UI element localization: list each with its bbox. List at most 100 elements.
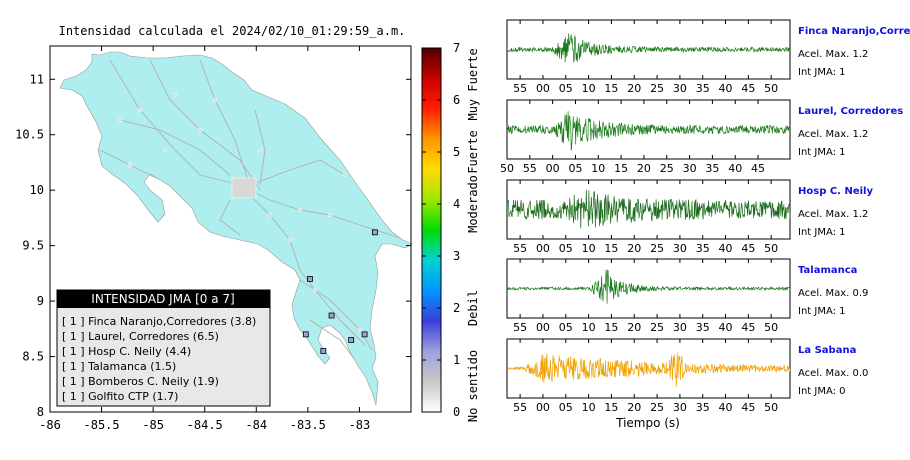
time-tick-label: 30 — [683, 162, 697, 175]
max-acceleration: Acel. Max. 1.2 — [798, 209, 868, 220]
station-marker — [307, 276, 313, 282]
station-name: Laurel, Corredores — [798, 106, 903, 117]
time-tick-label: 20 — [637, 162, 651, 175]
time-tick-label: 25 — [650, 321, 664, 334]
colorbar-tick-label: 1 — [453, 353, 460, 367]
legend-item: [ 1 ] Bomberos C. Neily (1.9) — [62, 375, 219, 388]
station-marker — [348, 337, 355, 343]
station-marker — [302, 331, 309, 338]
time-tick-label: 55 — [513, 321, 527, 334]
time-tick-label: 10 — [582, 401, 596, 414]
seismogram-trace: 50 55 00 05 10 15 20 25 30 35 40 45 Laurel, Corredor… — [500, 99, 903, 175]
map-x-tick-label: -84.5 — [187, 418, 223, 432]
time-tick-label: 15 — [604, 321, 618, 334]
legend-item: [ 1 ] Finca Naranjo,Corredores (3.8) — [62, 315, 256, 328]
time-tick-label: 10 — [582, 321, 596, 334]
station-marker — [328, 312, 335, 319]
waveform — [506, 189, 791, 229]
station-name: La Sabana — [798, 345, 856, 356]
time-tick-label: 15 — [604, 82, 618, 95]
time-tick-label: 35 — [705, 162, 719, 175]
time-tick-label: 55 — [523, 162, 537, 175]
max-acceleration: Acel. Max. 1.2 — [798, 49, 868, 60]
time-tick-label: 25 — [650, 401, 664, 414]
map-frame — [49, 45, 412, 413]
time-tick-label: 55 — [513, 82, 527, 95]
time-tick-label: 30 — [673, 321, 687, 334]
jma-intensity: Int JMA: 1 — [798, 67, 846, 78]
time-tick-label: 45 — [751, 162, 765, 175]
time-tick-label: 35 — [696, 82, 710, 95]
colorbar-tick-label: 2 — [453, 301, 460, 315]
map-y-tick-label: 11 — [30, 72, 44, 86]
map-x-tick-label: -86 — [39, 418, 61, 432]
time-tick-label: 00 — [546, 162, 560, 175]
time-tick-label: 35 — [696, 242, 710, 255]
jma-intensity: Int JMA: 1 — [798, 306, 846, 317]
time-tick-label: 20 — [627, 401, 641, 414]
time-tick-label: 00 — [536, 321, 550, 334]
waveform — [506, 269, 791, 304]
seismogram-trace: 55 00 05 10 15 20 25 30 35 40 45 50 Finca Naranjo,Co… — [506, 19, 910, 95]
legend-item: [ 1 ] Golfito CTP (1.7) — [62, 390, 178, 403]
time-tick-label: 20 — [627, 242, 641, 255]
time-tick-label: 15 — [604, 401, 618, 414]
time-tick-label: 05 — [568, 162, 582, 175]
map-x-tick-label: -85.5 — [84, 418, 120, 432]
time-tick-label: 05 — [559, 321, 573, 334]
intensity-legend: INTENSIDAD JMA [0 a 7] [ 1 ] Finca Naran… — [56, 289, 271, 407]
time-tick-label: 20 — [627, 321, 641, 334]
time-tick-label: 10 — [582, 82, 596, 95]
colorbar-category-label: Muy Fuerte — [466, 48, 480, 120]
time-tick-label: 20 — [627, 82, 641, 95]
map-x-axis: -86 -85.5 -85 -84.5 -84 -83.5 -83 — [39, 46, 370, 432]
time-tick-label: 30 — [673, 401, 687, 414]
time-tick-label: 00 — [536, 82, 550, 95]
time-tick-label: 45 — [741, 242, 755, 255]
time-tick-label: 30 — [673, 242, 687, 255]
max-acceleration: Acel. Max. 0.9 — [798, 288, 868, 299]
intensity-colorbar — [421, 47, 442, 413]
station-marker — [320, 348, 327, 354]
map-y-tick-label: 9 — [37, 294, 44, 308]
time-tick-label: 25 — [650, 82, 664, 95]
station-marker — [371, 229, 378, 236]
seismogram-trace: 55 00 05 10 15 20 25 30 35 40 45 50 Hosp C. Neily Ace… — [506, 179, 873, 255]
seismogram-panels: 55 00 05 10 15 20 25 30 35 40 45 50 Finca Naranjo,Co… — [500, 19, 910, 414]
time-tick-label: 50 — [764, 82, 778, 95]
time-tick-label: 30 — [673, 82, 687, 95]
time-tick-label: 40 — [719, 321, 733, 334]
legend-item: [ 1 ] Talamanca (1.5) — [62, 360, 176, 373]
map-y-tick-label: 9.5 — [22, 239, 44, 253]
time-tick-label: 45 — [741, 321, 755, 334]
waveform — [506, 33, 791, 63]
costa-rica-landmass — [59, 51, 413, 406]
time-tick-label: 50 — [764, 242, 778, 255]
time-tick-label: 55 — [513, 242, 527, 255]
time-tick-label: 05 — [559, 401, 573, 414]
station-marker — [361, 331, 368, 338]
time-tick-label: 45 — [741, 82, 755, 95]
colorbar-tick-label: 7 — [453, 41, 460, 55]
time-tick-label: 00 — [536, 242, 550, 255]
time-tick-label: 00 — [536, 401, 550, 414]
jma-intensity: Int JMA: 1 — [798, 227, 846, 238]
map-y-tick-label: 8.5 — [22, 350, 44, 364]
seismogram-trace: 55 00 05 10 15 20 25 30 35 40 45 50 Talamanca Acel. M… — [506, 258, 868, 334]
time-tick-label: 10 — [591, 162, 605, 175]
max-acceleration: Acel. Max. 0.0 — [798, 368, 868, 379]
map-y-tick-label: 10.5 — [15, 128, 44, 142]
map-y-axis: 8 8.5 9 9.5 10 10.5 11 — [15, 72, 411, 419]
map-x-tick-label: -85 — [142, 418, 164, 432]
waveform — [506, 352, 791, 388]
time-tick-label: 25 — [650, 242, 664, 255]
time-tick-label: 25 — [660, 162, 674, 175]
jma-intensity: Int JMA: 0 — [798, 386, 846, 397]
legend-header: INTENSIDAD JMA [0 a 7] — [91, 292, 234, 306]
time-tick-label: 50 — [764, 401, 778, 414]
time-tick-label: 35 — [696, 321, 710, 334]
time-tick-label: 40 — [719, 82, 733, 95]
max-acceleration: Acel. Max. 1.2 — [798, 129, 868, 140]
colorbar-category-label: No sentido — [466, 350, 480, 422]
